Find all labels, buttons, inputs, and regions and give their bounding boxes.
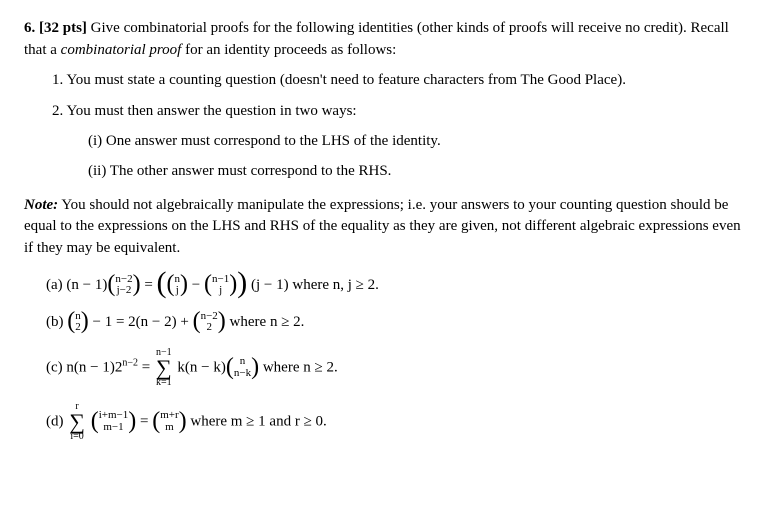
binom-d2-top: m+r	[160, 409, 178, 421]
binom-d1-top: i+m−1	[99, 409, 129, 421]
binom-a3: (n−1j)	[204, 274, 237, 297]
intro-text-b: for an identity proceeds as follows:	[181, 42, 396, 58]
part-c-cond: where n ≥ 2.	[259, 359, 338, 375]
binom-b2-bot: 2	[206, 321, 212, 333]
binom-a1: (n−2j−2)	[107, 274, 140, 297]
binom-d1: (i+m−1m−1)	[91, 410, 137, 433]
step-1: 1. You must state a counting question (d…	[52, 70, 743, 92]
part-b-cond: where n ≥ 2.	[226, 314, 305, 330]
step-2ii: (ii) The other answer must correspond to…	[88, 161, 743, 183]
part-d: (d) r∑i=0 (i+m−1m−1) = (m+rm) where m ≥ …	[46, 402, 743, 442]
intro-italic: combinatorial proof	[61, 42, 182, 58]
binom-d1-bot: m−1	[103, 421, 123, 433]
step-2i: (i) One answer must correspond to the LH…	[88, 131, 743, 153]
binom-b1-bot: 2	[75, 321, 81, 333]
step-2-sublist: (i) One answer must correspond to the LH…	[52, 131, 743, 183]
part-c-eq: =	[138, 359, 154, 375]
part-b: (b) (n2) − 1 = 2(n − 2) + (n−22) where n…	[46, 311, 743, 334]
binom-a2: (nj)	[167, 274, 189, 297]
part-c-mid: k(n − k)	[174, 359, 226, 375]
note-block: Note: You should not algebraically manip…	[24, 195, 743, 260]
part-a-eq: =	[141, 277, 157, 293]
sum-d: r∑i=0	[69, 402, 85, 442]
problem-header: 6. [32 pts] Give combinatorial proofs fo…	[24, 18, 743, 62]
binom-d2: (m+rm)	[152, 410, 186, 433]
binom-a1-top: n−2	[115, 273, 132, 285]
part-b-mid: − 1 = 2(n − 2) +	[89, 314, 193, 330]
part-a-lhs-pre: (n − 1)	[66, 277, 107, 293]
binom-c1: (nn−k)	[226, 356, 259, 379]
part-a-minus: −	[188, 277, 204, 293]
binom-b1-top: n	[75, 310, 81, 322]
part-c-lhs: n(n − 1)2	[66, 359, 122, 375]
binom-b2-top: n−2	[201, 310, 218, 322]
steps-list: 1. You must state a counting question (d…	[24, 70, 743, 183]
part-b-label: (b)	[46, 314, 67, 330]
part-a-rhs-post: (j − 1)	[247, 277, 288, 293]
part-c-label: (c)	[46, 359, 66, 375]
part-d-eq: =	[136, 413, 152, 429]
sum-d-sym: ∑	[69, 412, 85, 432]
problem-number: 6.	[24, 20, 35, 36]
part-c-exp: n−2	[122, 357, 138, 368]
step-2-text: 2. You must then answer the question in …	[52, 103, 357, 119]
sum-d-bot: i=0	[69, 432, 85, 442]
part-a-cond: where n, j ≥ 2.	[289, 277, 379, 293]
sum-c: n−1∑k=1	[156, 348, 172, 388]
part-d-cond: where m ≥ 1 and r ≥ 0.	[187, 413, 327, 429]
note-text: You should not algebraically manipulate …	[24, 197, 741, 257]
binom-b1: (n2)	[67, 311, 89, 334]
binom-c1-bot: n−k	[234, 367, 251, 379]
binom-a1-bot: j−2	[117, 284, 132, 296]
binom-c1-top: n	[240, 355, 246, 367]
binom-b2: (n−22)	[193, 311, 226, 334]
sum-c-sym: ∑	[156, 358, 172, 378]
problem-points: [32 pts]	[39, 20, 87, 36]
step-2: 2. You must then answer the question in …	[52, 101, 743, 182]
sum-c-bot: k=1	[156, 378, 172, 388]
binom-a2-bot: j	[176, 284, 179, 296]
note-label: Note:	[24, 197, 58, 213]
part-a: (a) (n − 1)(n−2j−2) = ((nj) − (n−1j)) (j…	[46, 274, 743, 297]
binom-a3-top: n−1	[212, 273, 229, 285]
binom-a3-bot: j	[219, 284, 222, 296]
part-a-label: (a)	[46, 277, 66, 293]
binom-d2-bot: m	[165, 421, 174, 433]
parts-list: (a) (n − 1)(n−2j−2) = ((nj) − (n−1j)) (j…	[24, 274, 743, 442]
part-c: (c) n(n − 1)2n−2 = n−1∑k=1 k(n − k)(nn−k…	[46, 348, 743, 388]
part-d-label: (d)	[46, 413, 67, 429]
